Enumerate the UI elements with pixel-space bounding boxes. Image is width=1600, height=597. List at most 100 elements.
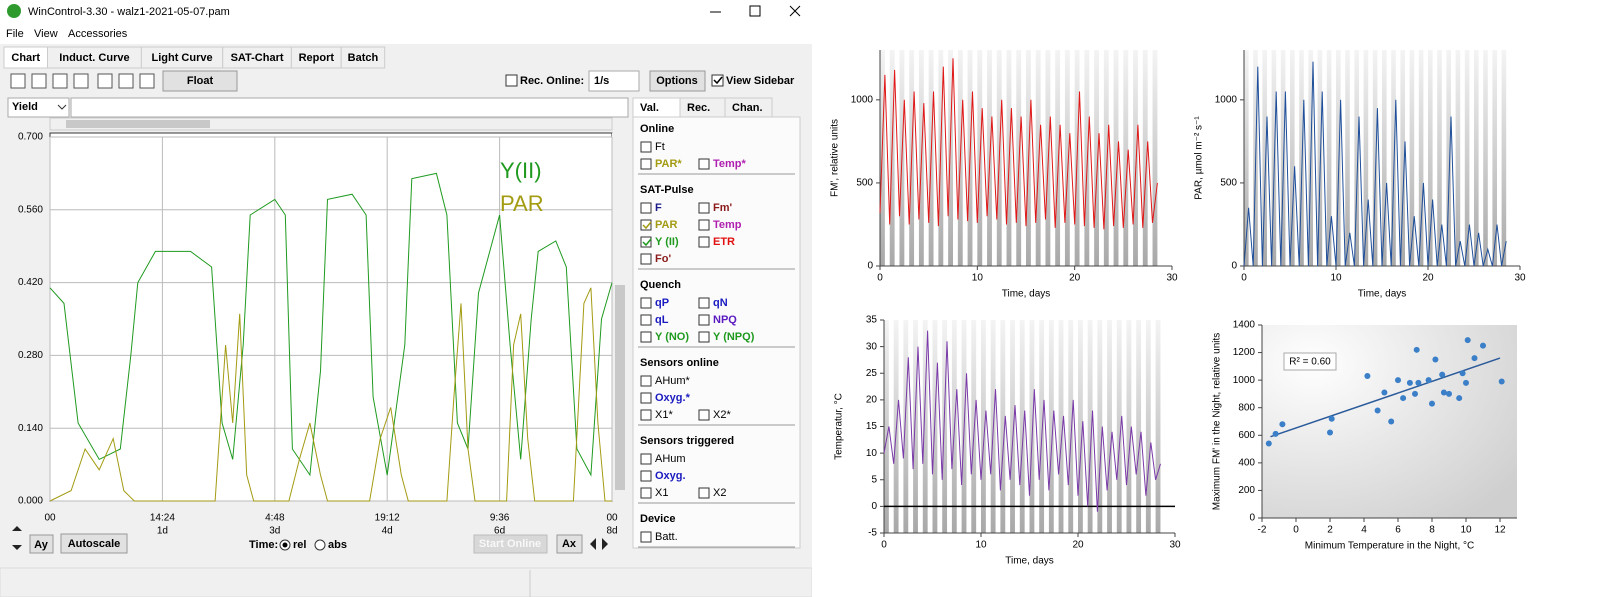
- v-scroll-thumb[interactable]: [615, 285, 625, 490]
- plot-area: [49, 132, 613, 502]
- title-bar: [0, 0, 812, 24]
- checkbox[interactable]: [698, 219, 710, 231]
- options-button[interactable]: [649, 70, 706, 92]
- y-tick-label: 600: [1238, 430, 1255, 441]
- y-tick-label: 20: [866, 395, 878, 406]
- checkbox[interactable]: [698, 202, 710, 214]
- y-tick-label: 0.420: [18, 277, 43, 288]
- night-band: [942, 320, 948, 533]
- checkbox-label: X1: [655, 487, 668, 499]
- checkbox[interactable]: [640, 453, 652, 465]
- y-tick-label: 1200: [1233, 347, 1256, 358]
- checkbox[interactable]: [640, 375, 652, 387]
- ax-label: Ax: [562, 538, 577, 550]
- x-arrows[interactable]: [590, 538, 608, 550]
- tab[interactable]: [340, 46, 386, 69]
- autoscale-button[interactable]: [60, 533, 128, 554]
- view-sidebar-checkbox[interactable]: [711, 74, 724, 87]
- tool-icon[interactable]: [31, 73, 47, 89]
- autoscale-label: Autoscale: [68, 538, 121, 550]
- night-band: [1058, 320, 1064, 533]
- tab-label: SAT-Chart: [231, 52, 284, 64]
- night-band: [1145, 320, 1151, 533]
- close[interactable]: [789, 5, 801, 17]
- checkbox[interactable]: [640, 219, 652, 231]
- menu-item[interactable]: Accessories: [68, 28, 128, 40]
- x-tick-day: 4d: [382, 526, 393, 537]
- night-band: [884, 320, 889, 533]
- text-box[interactable]: [70, 97, 629, 118]
- status-bar: [0, 567, 813, 597]
- checkbox[interactable]: [640, 141, 652, 153]
- x-tick-label: 30: [1166, 273, 1178, 284]
- checkbox[interactable]: [640, 158, 652, 170]
- channel-select[interactable]: [7, 97, 70, 118]
- night-band: [1354, 50, 1359, 266]
- checkbox[interactable]: [640, 470, 652, 482]
- night-band: [1078, 320, 1083, 533]
- checkbox-label: Batt.: [655, 531, 678, 543]
- night-band: [1428, 50, 1433, 266]
- h-scroll-thumb[interactable]: [66, 120, 210, 128]
- start-online-label: Start Online: [479, 538, 541, 550]
- y-tick-label: 0.700: [18, 132, 43, 143]
- tool-icon[interactable]: [97, 73, 113, 89]
- menu-item[interactable]: View: [34, 28, 58, 40]
- float-button[interactable]: [162, 70, 238, 92]
- tool-icon[interactable]: [118, 73, 134, 89]
- night-band: [1418, 50, 1424, 266]
- maximize[interactable]: [749, 5, 761, 17]
- x-tick-label: 19:12: [375, 513, 400, 524]
- tool-icon[interactable]: [139, 73, 155, 89]
- scatter-point: [1406, 379, 1413, 386]
- checkbox-label: X2*: [713, 409, 731, 421]
- ay-button[interactable]: [29, 534, 54, 554]
- checkbox[interactable]: [640, 409, 652, 421]
- ax-button[interactable]: [556, 534, 583, 554]
- tool-icon[interactable]: [73, 73, 89, 89]
- menu-item[interactable]: File: [6, 28, 24, 40]
- night-band: [1299, 50, 1304, 266]
- sidebar-tab[interactable]: [724, 97, 773, 118]
- night-band: [1039, 320, 1045, 533]
- x-tick-label: 8: [1429, 525, 1435, 536]
- night-band: [1336, 50, 1341, 266]
- x-tick-label: 0: [1293, 525, 1299, 536]
- checkbox[interactable]: [640, 487, 652, 499]
- tool-icon[interactable]: [10, 73, 26, 89]
- checkbox[interactable]: [698, 487, 710, 499]
- checkbox[interactable]: [698, 297, 710, 309]
- checkbox[interactable]: [698, 158, 710, 170]
- checkbox-label: qP: [655, 297, 669, 309]
- y-tick-label: 1000: [851, 94, 874, 105]
- rec-online-checkbox[interactable]: [505, 74, 518, 87]
- scatter-point: [1425, 377, 1432, 384]
- checkbox-label: qL: [655, 314, 669, 326]
- rate-select[interactable]: [588, 70, 640, 92]
- y-axis-label: Temperatur, °C: [834, 393, 845, 460]
- checkbox[interactable]: [698, 409, 710, 421]
- checkbox[interactable]: [698, 331, 710, 343]
- checkbox[interactable]: [640, 236, 652, 248]
- time-label: Time:: [249, 539, 278, 551]
- scatter-point: [1328, 415, 1335, 422]
- checkbox[interactable]: [698, 314, 710, 326]
- checkbox[interactable]: [640, 314, 652, 326]
- options-label: Options: [656, 75, 698, 87]
- scatter-point: [1439, 371, 1446, 378]
- abs-radio[interactable]: [314, 539, 326, 551]
- checkbox[interactable]: [640, 331, 652, 343]
- checkbox[interactable]: [698, 236, 710, 248]
- checkbox[interactable]: [640, 202, 652, 214]
- checkbox[interactable]: [640, 253, 652, 265]
- tool-icon[interactable]: [52, 73, 68, 89]
- y-tick-label: 500: [1220, 178, 1237, 189]
- x-tick-day: 1d: [157, 526, 168, 537]
- checkbox[interactable]: [640, 297, 652, 309]
- checkbox[interactable]: [640, 531, 652, 543]
- scatter-point: [1464, 337, 1471, 344]
- checkbox[interactable]: [640, 392, 652, 404]
- night-band: [1087, 320, 1093, 533]
- y-arrows[interactable]: [12, 526, 22, 550]
- start-online-button[interactable]: [473, 534, 548, 554]
